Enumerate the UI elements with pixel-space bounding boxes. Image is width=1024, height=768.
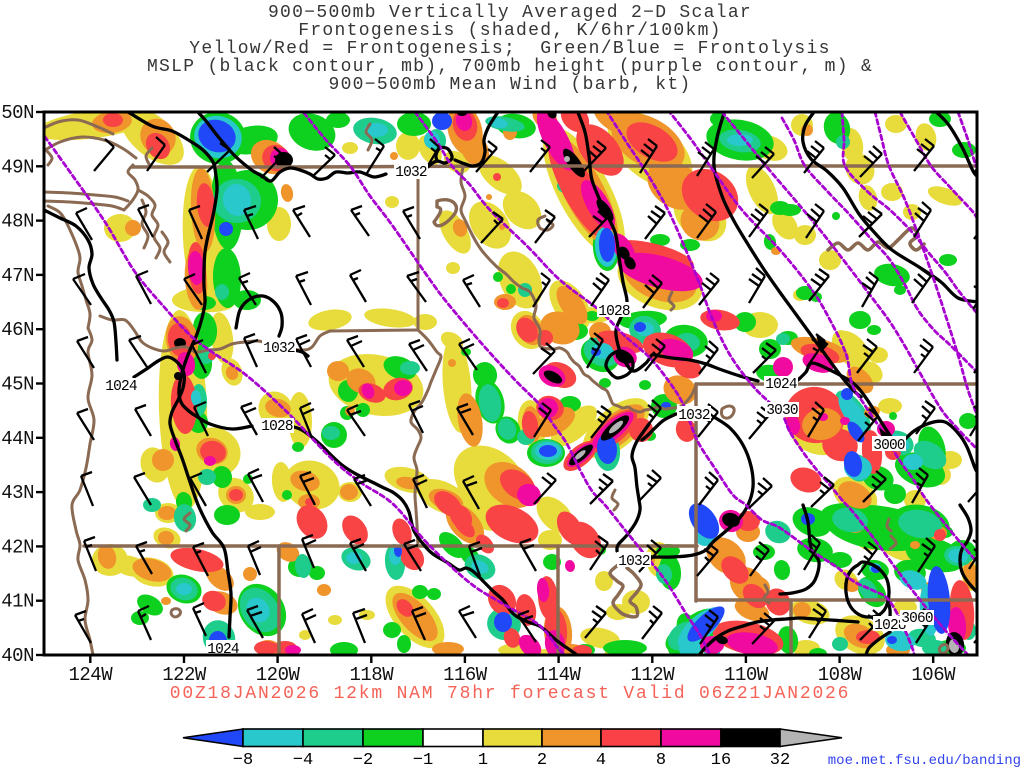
svg-text:42N: 42N [1,536,34,558]
svg-text:46N: 46N [1,319,34,341]
svg-text:32: 32 [770,751,790,768]
svg-text:108W: 108W [818,664,863,686]
svg-text:116W: 116W [443,664,488,686]
svg-text:44N: 44N [1,428,34,450]
svg-text:43N: 43N [1,482,34,504]
svg-text:1032: 1032 [678,408,710,424]
svg-text:4: 4 [596,751,606,768]
svg-text:106W: 106W [911,664,956,686]
svg-text:900−500mb Mean Wind (barb, kt): 900−500mb Mean Wind (barb, kt) [328,75,691,95]
svg-text:124W: 124W [68,664,113,686]
svg-text:−2: −2 [353,751,373,768]
svg-text:45N: 45N [1,374,34,396]
svg-text:3000: 3000 [873,438,905,454]
svg-text:49N: 49N [1,156,34,178]
svg-text:50N: 50N [1,102,34,124]
svg-text:112W: 112W [630,664,675,686]
svg-text:118W: 118W [349,664,394,686]
svg-text:00Z18JAN2026 12km NAM 78hr for: 00Z18JAN2026 12km NAM 78hr forecast Vali… [170,684,851,704]
svg-text:40N: 40N [1,645,34,667]
svg-text:1028: 1028 [874,618,906,634]
svg-text:1024: 1024 [105,379,137,395]
svg-text:120W: 120W [256,664,301,686]
svg-text:114W: 114W [537,664,582,686]
svg-text:1028: 1028 [261,419,293,435]
svg-text:47N: 47N [1,265,34,287]
svg-text:900−500mb Vertically Averaged: 900−500mb Vertically Averaged 2−D Scalar [268,3,752,23]
svg-text:2: 2 [537,751,547,768]
svg-text:16: 16 [711,751,731,768]
svg-text:Yellow/Red = Frontogenesis; G: Yellow/Red = Frontogenesis; Green/Blue =… [189,39,830,59]
svg-text:−1: −1 [413,751,433,768]
svg-text:48N: 48N [1,211,34,233]
svg-text:1032: 1032 [395,165,427,181]
svg-text:41N: 41N [1,591,34,613]
svg-text:3030: 3030 [766,403,798,419]
svg-text:8: 8 [656,751,666,768]
svg-text:110W: 110W [724,664,769,686]
svg-text:MSLP (black contour, mb), 700m: MSLP (black contour, mb), 700mb height (… [147,57,873,77]
svg-text:1024: 1024 [765,377,797,393]
svg-text:1032: 1032 [618,554,650,570]
svg-text:moe.met.fsu.edu/banding: moe.met.fsu.edu/banding [828,753,1021,768]
svg-text:1032: 1032 [263,341,295,357]
svg-text:122W: 122W [162,664,207,686]
svg-text:−8: −8 [233,751,253,768]
svg-text:3060: 3060 [901,611,933,627]
svg-text:1: 1 [478,751,488,768]
svg-text:1024: 1024 [207,642,239,658]
svg-text:−4: −4 [293,751,313,768]
svg-text:Frontogenesis (shaded, K/6hr/1: Frontogenesis (shaded, K/6hr/100km) [298,21,722,41]
svg-text:1028: 1028 [598,304,630,320]
